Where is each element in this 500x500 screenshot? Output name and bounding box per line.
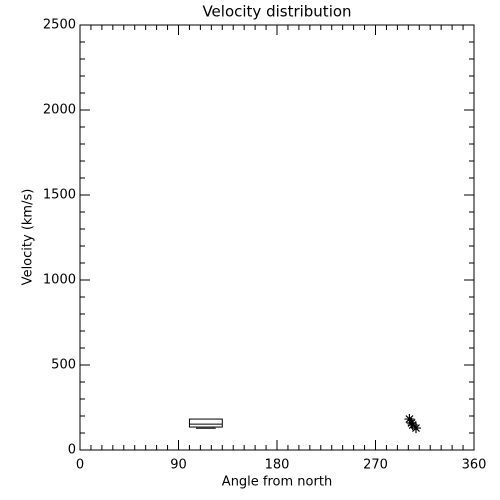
chart-title: Velocity distribution xyxy=(202,3,351,21)
y-tick-label: 1500 xyxy=(43,188,76,203)
x-tick-label: 180 xyxy=(265,458,290,473)
x-tick-label: 270 xyxy=(363,458,388,473)
point xyxy=(404,414,415,425)
y-axis-label: Velocity (km/s) xyxy=(21,189,36,286)
plot-frame xyxy=(79,24,475,451)
x-tick-label: 90 xyxy=(170,458,187,473)
point xyxy=(406,417,417,428)
y-tick-label: 1000 xyxy=(43,273,76,288)
y-tick-label: 2500 xyxy=(43,18,76,33)
y-tick-label: 0 xyxy=(68,443,76,458)
x-axis-label: Angle from north xyxy=(222,475,332,490)
x-tick-label: 0 xyxy=(76,458,84,473)
point xyxy=(410,423,421,434)
x-tick-label: 360 xyxy=(462,458,487,473)
box xyxy=(188,418,223,428)
y-tick-label: 500 xyxy=(51,358,76,373)
y-tick-label: 2000 xyxy=(43,103,76,118)
